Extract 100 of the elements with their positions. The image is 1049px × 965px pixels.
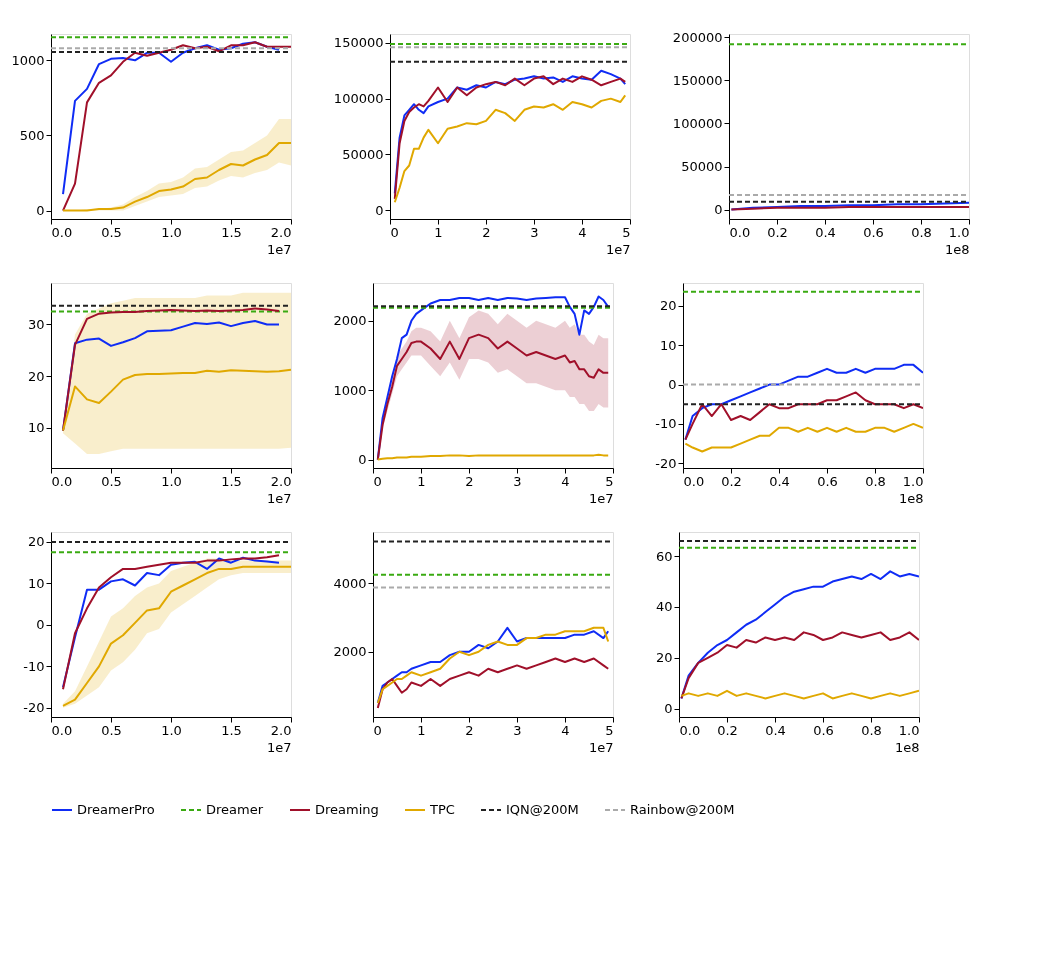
x-tick-label: 1.0 [161, 473, 182, 489]
line-series [376, 333, 610, 461]
x-tick-label: 2.0 [270, 224, 292, 240]
line-series [376, 657, 610, 710]
x-axis-title: 1e7 [266, 241, 292, 257]
line-series [684, 391, 923, 441]
line-series [62, 141, 291, 212]
y-tick-label: 20 [27, 534, 45, 550]
y-tick-label: 0 [375, 202, 384, 218]
y-tick-label: 2000 [333, 644, 367, 660]
x-tick-label: 0.6 [813, 722, 834, 738]
x-tick-label: 5 [605, 722, 614, 738]
x-tick-label: 1.0 [161, 722, 182, 738]
y-tick-label: -10 [23, 658, 45, 674]
x-tick-label: 0.2 [767, 224, 788, 240]
y-tick-label: 60 [655, 548, 673, 564]
y-tick-label: 0 [714, 202, 723, 218]
x-tick-label: 1.0 [902, 473, 924, 489]
x-tick-label: 5 [605, 473, 614, 489]
x-axis-title: 1e8 [944, 241, 970, 257]
y-tick-label: -20 [655, 455, 677, 471]
y-tick-label: 0 [36, 203, 45, 219]
x-axis-title: 1e7 [266, 739, 292, 755]
x-tick-label: 0.6 [863, 224, 884, 240]
x-tick-label: 0.2 [717, 722, 738, 738]
x-tick-label: 0.4 [769, 473, 790, 489]
y-tick-label: -10 [655, 416, 677, 432]
x-tick-label: 0.4 [765, 722, 786, 738]
y-tick-label: 150000 [333, 35, 384, 51]
line-series [680, 689, 919, 700]
x-tick-label: 0.0 [683, 473, 705, 489]
x-axis-title: 1e7 [588, 490, 614, 506]
y-tick-label: 0 [664, 701, 673, 717]
y-tick-label: 0 [358, 452, 367, 468]
x-tick-label: 4 [561, 722, 570, 738]
x-tick-label: 0.4 [815, 224, 836, 240]
x-tick-label: 4 [561, 473, 570, 489]
y-tick-label: 10 [659, 337, 677, 353]
x-tick-label: 2 [465, 473, 474, 489]
x-tick-label: 1 [434, 224, 443, 240]
legend-label: TPC [429, 802, 455, 817]
x-tick-label: 0.0 [51, 473, 73, 489]
x-tick-label: 0.8 [865, 473, 886, 489]
y-tick-label: 0 [36, 617, 45, 633]
y-tick-label: 100000 [333, 91, 384, 107]
x-tick-label: 1 [417, 473, 426, 489]
y-tick-label: 10 [27, 575, 45, 591]
x-tick-label: 0.0 [51, 722, 73, 738]
y-tick-label: 50000 [342, 146, 384, 162]
line-series [393, 94, 627, 204]
line-series [376, 626, 610, 704]
legend-label: Dreamer [206, 802, 264, 817]
y-tick-label: 30 [27, 316, 45, 332]
legend-label: Dreaming [315, 802, 379, 817]
y-tick-label: 200000 [672, 29, 723, 45]
x-axis-title: 1e7 [266, 490, 292, 506]
x-tick-label: 1.5 [221, 473, 242, 489]
x-tick-label: 2.0 [270, 473, 292, 489]
y-tick-label: 20 [27, 368, 45, 384]
y-tick-label: 50000 [681, 159, 723, 175]
y-tick-label: -20 [23, 700, 45, 716]
legend-label: Rainbow@200M [630, 802, 735, 817]
x-tick-label: 0.5 [101, 224, 122, 240]
y-tick-label: 40 [655, 599, 673, 615]
y-tick-label: 150000 [672, 72, 723, 88]
x-tick-label: 1 [417, 722, 426, 738]
x-tick-label: 0.2 [721, 473, 742, 489]
y-tick-label: 1000 [333, 382, 367, 398]
x-tick-label: 0.8 [861, 722, 882, 738]
x-axis-title: 1e8 [894, 739, 920, 755]
x-tick-label: 4 [578, 224, 587, 240]
x-tick-label: 1.5 [221, 224, 242, 240]
x-tick-label: 0 [390, 224, 399, 240]
x-tick-label: 1.0 [898, 722, 920, 738]
x-tick-label: 1.5 [221, 722, 242, 738]
x-tick-label: 2 [465, 722, 474, 738]
y-tick-label: 500 [19, 127, 45, 143]
line-series [62, 368, 291, 432]
y-tick-label: 20 [655, 650, 673, 666]
x-tick-label: 0.6 [817, 473, 838, 489]
x-tick-label: 0.0 [51, 224, 73, 240]
x-axis-title: 1e8 [898, 490, 924, 506]
x-tick-label: 0.5 [101, 473, 122, 489]
x-tick-label: 0.5 [101, 722, 122, 738]
x-tick-label: 0.8 [911, 224, 932, 240]
line-series [680, 631, 919, 700]
y-tick-label: 4000 [333, 575, 367, 591]
y-tick-label: 2000 [333, 313, 367, 329]
x-tick-label: 0.0 [679, 722, 701, 738]
x-axis-title: 1e7 [588, 739, 614, 755]
legend-label: IQN@200M [506, 802, 579, 817]
x-tick-label: 3 [530, 224, 539, 240]
y-tick-label: 100000 [672, 115, 723, 131]
line-series [684, 422, 923, 453]
x-tick-label: 3 [513, 722, 522, 738]
x-tick-label: 5 [622, 224, 631, 240]
x-tick-label: 3 [513, 473, 522, 489]
x-tick-label: 1.0 [161, 224, 182, 240]
x-axis-title: 1e7 [605, 241, 631, 257]
x-tick-label: 0.0 [729, 224, 751, 240]
